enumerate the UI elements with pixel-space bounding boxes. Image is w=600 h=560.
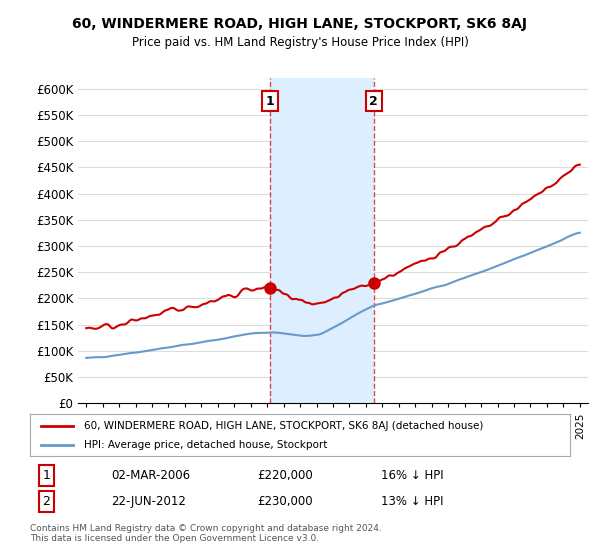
Bar [270, 78, 374, 403]
Text: 13% ↓ HPI: 13% ↓ HPI [381, 495, 443, 508]
Text: £220,000: £220,000 [257, 469, 313, 482]
Text: 1: 1 [266, 95, 274, 108]
Text: Price paid vs. HM Land Registry's House Price Index (HPI): Price paid vs. HM Land Registry's House … [131, 36, 469, 49]
Text: HPI: Average price, detached house, Stockport: HPI: Average price, detached house, Stoc… [84, 440, 328, 450]
Text: Contains HM Land Registry data © Crown copyright and database right 2024.
This d: Contains HM Land Registry data © Crown c… [30, 524, 382, 543]
Text: 2: 2 [42, 495, 50, 508]
Text: 16% ↓ HPI: 16% ↓ HPI [381, 469, 443, 482]
Text: 22-JUN-2012: 22-JUN-2012 [111, 495, 186, 508]
Text: £230,000: £230,000 [257, 495, 313, 508]
Text: 60, WINDERMERE ROAD, HIGH LANE, STOCKPORT, SK6 8AJ (detached house): 60, WINDERMERE ROAD, HIGH LANE, STOCKPOR… [84, 421, 484, 431]
Text: 02-MAR-2006: 02-MAR-2006 [111, 469, 190, 482]
Text: 60, WINDERMERE ROAD, HIGH LANE, STOCKPORT, SK6 8AJ: 60, WINDERMERE ROAD, HIGH LANE, STOCKPOR… [73, 17, 527, 31]
Text: 1: 1 [42, 469, 50, 482]
Text: 2: 2 [369, 95, 378, 108]
